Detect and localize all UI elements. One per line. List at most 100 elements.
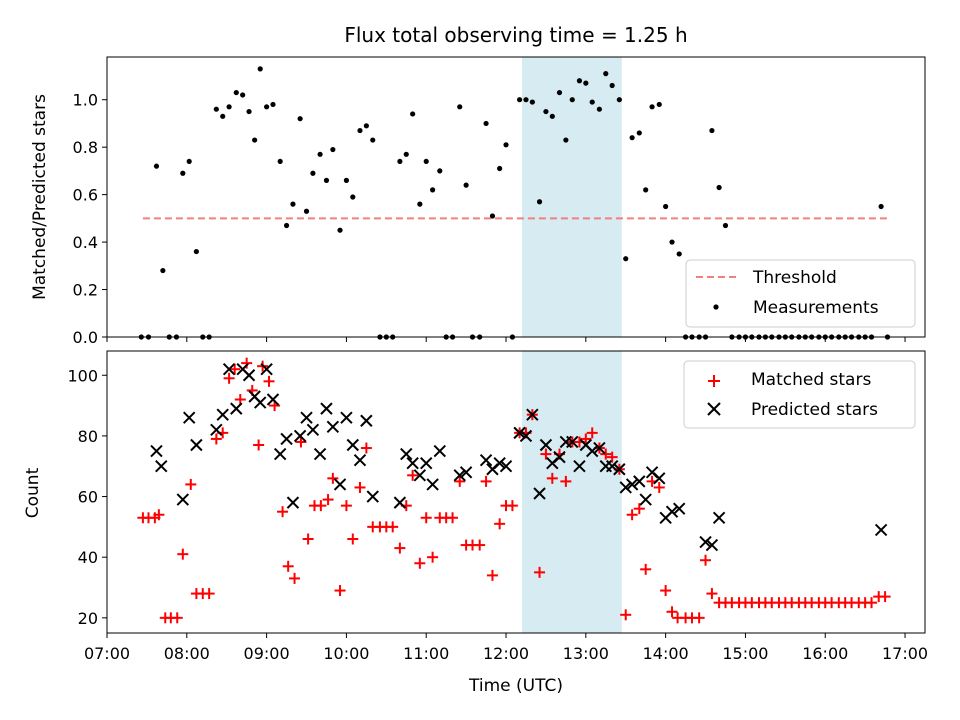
predicted-star-point (353, 453, 367, 467)
measurement-point (323, 177, 330, 183)
matched-star-point (866, 597, 878, 609)
matched-star-point (879, 591, 891, 603)
measurement-point (337, 227, 343, 233)
measurement-point (676, 251, 682, 257)
predicted-star-point (639, 493, 652, 506)
legend-matched-label: Matched stars (751, 370, 871, 390)
bottom-y-tick-label: 40 (78, 548, 98, 567)
legend-matched-swatch (708, 375, 720, 387)
predicted-star-point (426, 478, 439, 491)
predicted-star-point (526, 408, 539, 421)
x-tick-label: 07:00 (84, 644, 130, 663)
predicted-star-point (566, 435, 579, 449)
bottom-axes-frame (106, 350, 926, 634)
matched-star-point (229, 363, 241, 375)
measurement-points (138, 66, 891, 340)
matched-star-point (277, 506, 289, 518)
matched-star-point (322, 494, 334, 506)
matched-star-point (407, 469, 419, 481)
predicted-star-point (280, 432, 293, 446)
matched-star-point (486, 569, 498, 581)
measurement-point (549, 113, 555, 119)
measurement-point (283, 222, 290, 229)
predicted-star-point (242, 369, 256, 382)
legend-predicted-label: Predicted stars (751, 400, 878, 420)
measurement-point (529, 99, 535, 105)
measurement-point (303, 208, 310, 214)
matched-star-point (546, 472, 558, 484)
top-y-tick-label: 0.4 (73, 233, 98, 252)
top-legend: Threshold Measurements (685, 259, 916, 328)
top-x-ticks (106, 337, 906, 342)
predicted-star-point (293, 429, 307, 443)
x-tick-label: 17:00 (882, 644, 928, 663)
measurement-point (523, 97, 529, 103)
measurement-point (363, 123, 369, 129)
measurement-point (663, 203, 669, 210)
measurement-point (583, 80, 589, 86)
bottom-legend-box (683, 360, 916, 429)
predicted-stars-points (150, 362, 888, 552)
matched-star-point (263, 375, 275, 387)
predicted-star-point (266, 393, 280, 406)
measurement-point (417, 201, 423, 207)
predicted-star-point (453, 469, 466, 482)
x-tick-label: 08:00 (164, 644, 210, 663)
matched-star-point (693, 612, 705, 624)
measurement-point (656, 101, 662, 108)
matched-star-point (302, 533, 314, 545)
measurement-point (357, 127, 363, 134)
top-legend-box (685, 259, 916, 328)
top-panel: 0.0 0.2 0.4 0.6 0.8 1.0 Flux total observing … (30, 23, 926, 347)
measurement-point (616, 97, 622, 103)
measurement-point (297, 116, 303, 122)
predicted-star-point (254, 396, 267, 409)
predicted-star-point (222, 362, 236, 376)
matched-star-point (153, 509, 165, 521)
measurement-point (397, 158, 403, 165)
predicted-star-point (216, 408, 229, 421)
measurement-point (489, 213, 496, 219)
legend-threshold-label: Threshold (752, 268, 837, 288)
measurement-point (629, 135, 635, 141)
matched-star-point (327, 472, 339, 484)
matched-star-point (210, 433, 222, 445)
predicted-star-point (625, 478, 639, 491)
top-y-axis-label: Matched/Predicted stars (30, 94, 50, 300)
predicted-star-point (176, 493, 190, 506)
measurement-point (246, 108, 252, 115)
matched-star-point (171, 612, 183, 624)
matched-star-point (626, 509, 638, 521)
top-y-tick-label: 0.8 (73, 138, 98, 157)
measurement-point (463, 182, 469, 188)
matched-star-point (427, 551, 439, 563)
predicted-star-point (230, 402, 243, 415)
matched-star-point (633, 503, 645, 515)
measurement-point (503, 142, 509, 148)
measurement-point (609, 82, 615, 89)
legend-measurements-label: Measurements (753, 298, 879, 318)
bottom-y-tick-label: 60 (78, 488, 98, 507)
measurement-point (722, 222, 729, 229)
bottom-y-ticks: 20 40 60 80 100 (67, 366, 107, 628)
matched-star-point (347, 533, 359, 545)
measurement-point (716, 184, 722, 191)
predicted-star-point (360, 414, 373, 427)
measurement-point (257, 66, 263, 72)
measurement-point (636, 130, 642, 136)
predicted-star-point (665, 505, 679, 518)
measurement-point (270, 101, 276, 108)
measurement-point (497, 165, 503, 172)
matched-star-point (540, 448, 552, 460)
measurement-point (310, 170, 316, 176)
predicted-star-point (593, 441, 606, 455)
measurement-point (180, 170, 186, 176)
measurement-point (277, 158, 283, 165)
measurement-point (556, 89, 563, 96)
matched-star-point (289, 572, 301, 584)
x-tick-label: 13:00 (563, 644, 609, 663)
measurement-point (603, 71, 609, 77)
matched-star-point (666, 606, 678, 618)
predicted-star-point (286, 496, 300, 509)
